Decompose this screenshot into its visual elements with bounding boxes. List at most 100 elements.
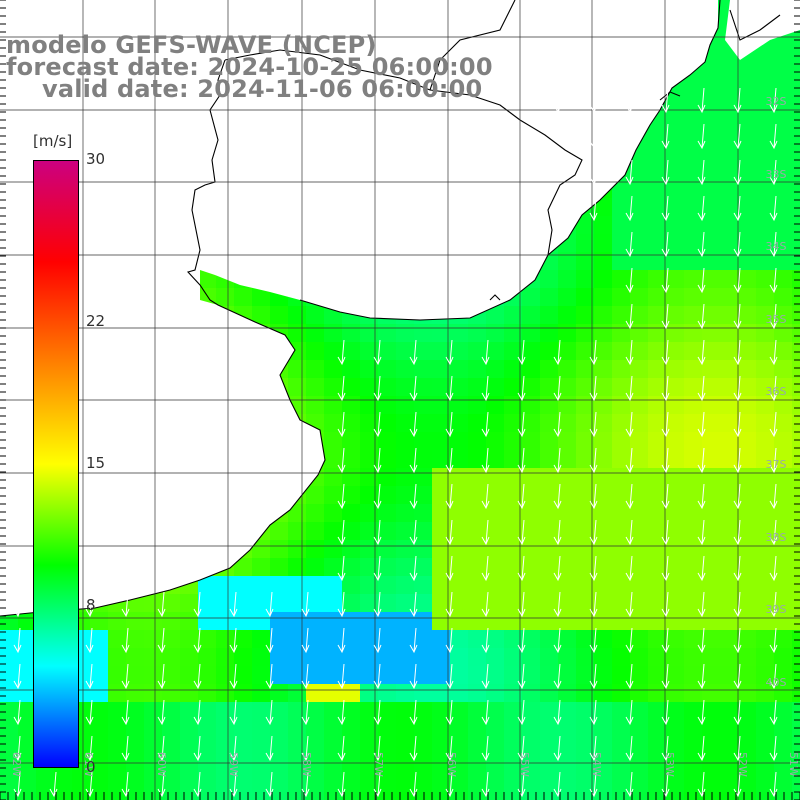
field-cell [378,576,396,594]
field-cell [324,666,342,684]
field-cell [702,360,720,378]
field-cell [468,630,486,648]
field-cell [414,396,432,414]
field-cell [162,774,180,792]
field-cell [234,558,252,576]
field-cell [324,414,342,432]
field-cell [720,720,738,738]
field-cell [774,126,792,144]
field-cell [630,216,648,234]
wind-arrow [337,627,346,654]
field-cell [234,720,252,738]
field-cell [0,720,18,738]
field-cell [450,486,468,504]
field-cell [540,666,558,684]
field-cell [342,432,360,450]
field-cell [126,666,144,684]
field-cell [684,216,702,234]
field-cell [414,468,432,486]
wind-arrow [589,339,598,366]
field-cell [702,90,720,108]
field-cell [306,486,324,504]
longitude-label: 53W [663,752,676,777]
field-cell [486,432,504,450]
field-cell [324,324,342,342]
field-cell [360,648,378,666]
field-cell [792,306,800,324]
field-cell [486,360,504,378]
field-cell [630,252,648,270]
field-cell [792,756,800,774]
field-cell [684,396,702,414]
field-cell [270,576,288,594]
field-cell [468,594,486,612]
field-cell [522,684,540,702]
field-cell [738,54,756,72]
field-cell [594,756,612,774]
field-cell [666,756,684,774]
field-cell [684,342,702,360]
field-cell [576,630,594,648]
field-cell [612,648,630,666]
wind-arrow [625,375,634,402]
field-cell [738,396,756,414]
field-cell [720,612,738,630]
field-cell [504,648,522,666]
wind-arrow [13,591,22,618]
field-cell [702,630,720,648]
field-cell [522,540,540,558]
field-cell [396,594,414,612]
field-cell [612,756,630,774]
field-cell [414,630,432,648]
field-cell [396,666,414,684]
field-cell [774,684,792,702]
field-cell [792,342,800,360]
field-cell [756,540,774,558]
field-cell [756,288,774,306]
wind-arrow [733,339,742,366]
latitude-label: 34S [766,240,787,253]
field-cell [756,450,774,468]
field-cell [738,360,756,378]
field-cell [252,756,270,774]
field-cell [504,612,522,630]
wind-arrow [49,771,58,798]
wind-arrow [481,771,490,798]
field-cell [504,630,522,648]
field-cell [684,792,702,800]
field-cell [432,666,450,684]
field-cell [522,324,540,342]
field-cell [468,540,486,558]
field-cell [414,684,432,702]
field-cell [774,234,792,252]
wind-arrow [589,375,598,402]
field-cell [468,576,486,594]
field-cell [702,288,720,306]
field-cell [666,144,684,162]
wind-arrow [697,519,706,546]
latitude-label: 39S [766,603,787,616]
longitude-label: 51W [787,752,800,777]
field-cell [648,576,666,594]
field-cell [792,648,800,666]
wind-arrow [517,483,526,510]
longitude-label: 57W [372,752,385,777]
field-cell [756,252,774,270]
wind-arrow [265,627,274,654]
field-cell [774,576,792,594]
wind-arrow [85,591,94,618]
field-cell [198,720,216,738]
field-cell [648,162,666,180]
field-cell [0,684,18,702]
field-cell [540,504,558,522]
field-cell [198,684,216,702]
field-cell [468,414,486,432]
field-cell [702,504,720,522]
field-cell [360,360,378,378]
field-cell [702,738,720,756]
field-cell [720,702,738,720]
wind-arrow [301,663,310,690]
field-cell [756,342,774,360]
field-cell [486,522,504,540]
field-cell [90,666,108,684]
